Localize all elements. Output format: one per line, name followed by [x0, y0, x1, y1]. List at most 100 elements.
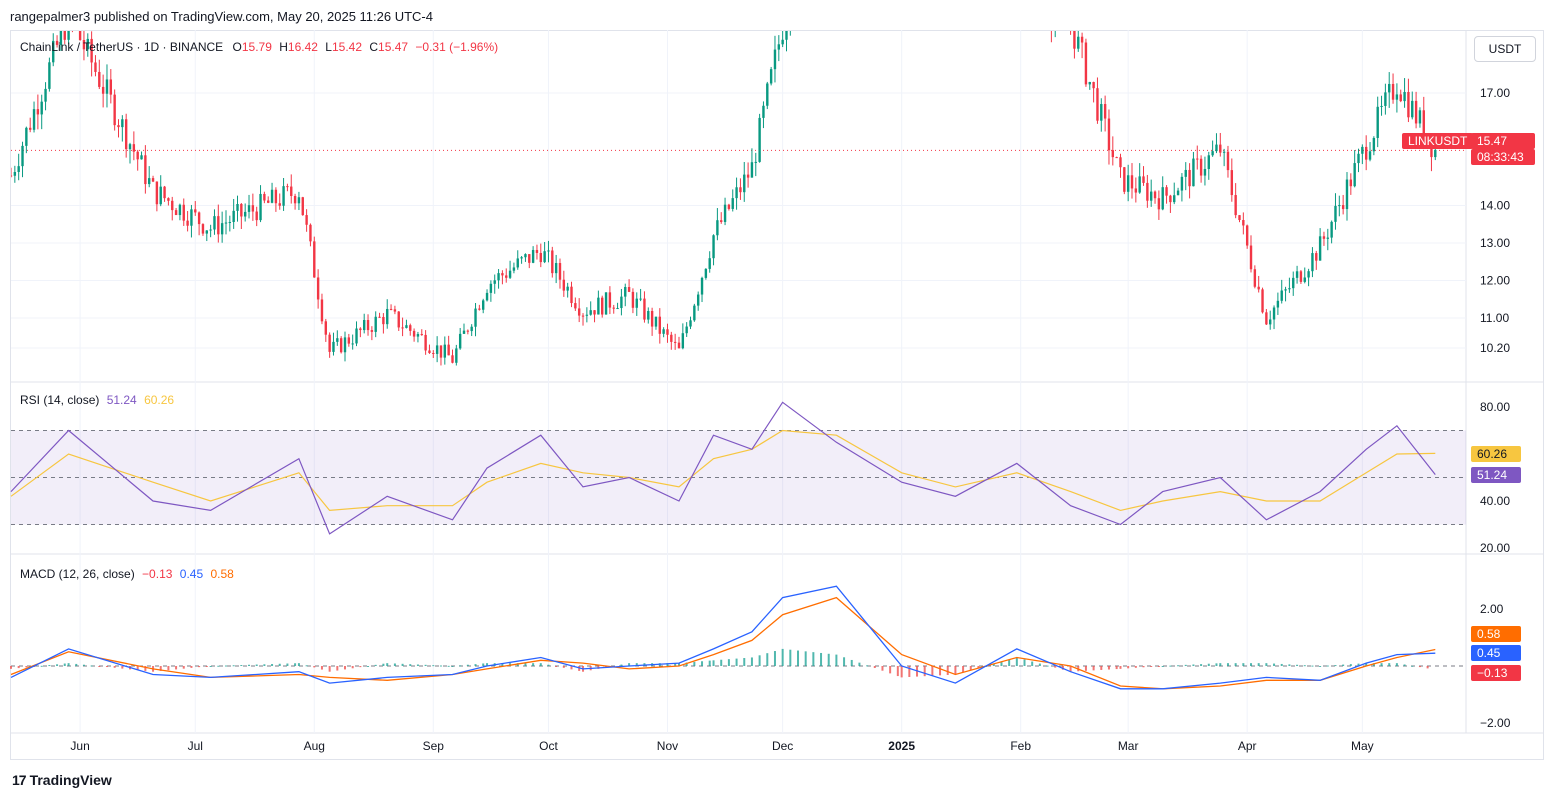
candle-body: [1311, 253, 1314, 272]
candle-body: [551, 250, 554, 274]
candle-body: [1111, 150, 1115, 158]
macd-hist-bar: [1115, 666, 1118, 670]
candle-body: [1334, 205, 1337, 222]
candle-body: [359, 328, 362, 331]
macd-hist-bar: [367, 666, 370, 667]
candle-body: [11, 175, 13, 177]
macd-hist-bar: [305, 665, 308, 667]
candle-body: [1372, 137, 1376, 152]
macd-hist-bar: [320, 666, 323, 670]
candle-body: [1257, 286, 1260, 290]
candle-body: [520, 257, 523, 259]
macd-hist-bar: [1280, 663, 1283, 666]
macd-tick-label: 2.00: [1480, 602, 1504, 616]
time-tick-label: Nov: [657, 739, 678, 753]
candle-body: [704, 268, 708, 278]
macd-hist-bar: [255, 664, 258, 666]
candle-body: [1384, 92, 1387, 106]
candle-body: [1326, 237, 1329, 239]
macd-hist-bar: [1403, 664, 1406, 666]
candle-body: [251, 205, 255, 212]
macd-hist-bar: [271, 664, 274, 666]
macd-hist-bar: [1388, 663, 1391, 666]
macd-hist-bar: [1395, 663, 1398, 666]
macd-hist-bar: [1242, 663, 1245, 666]
candle-body: [121, 119, 124, 128]
footer-brand[interactable]: 17 TradingView: [12, 772, 112, 788]
macd-value: 0.45: [179, 567, 204, 581]
candle-body: [662, 329, 665, 334]
macd-hist-bar: [835, 654, 838, 666]
candle-body: [44, 88, 47, 102]
candle-body: [232, 210, 235, 223]
macd-hist-bar: [1326, 665, 1329, 667]
low-value: 15.42: [331, 40, 363, 54]
macd-hist-bar: [474, 664, 477, 666]
macd-hist-bar: [439, 665, 442, 667]
candle-body: [658, 316, 661, 334]
macd-hist-bar: [923, 666, 926, 677]
macd-hist-bar: [850, 659, 853, 666]
time-tick-label: Dec: [772, 739, 793, 753]
macd-hist-bar: [820, 652, 823, 666]
candle-body: [581, 315, 585, 317]
candle-body: [466, 330, 470, 332]
macd-hist-bar: [1142, 666, 1145, 668]
macd-hist-bar: [866, 665, 869, 667]
candle-body: [159, 186, 162, 205]
macd-title[interactable]: MACD (12, 26, close): [20, 567, 135, 581]
candle-body: [1066, 6, 1068, 19]
candle-body: [1149, 191, 1153, 201]
candle-body: [673, 341, 677, 343]
candle-body: [1180, 176, 1184, 191]
macd-hist-bar: [82, 664, 85, 666]
candle-body: [1238, 215, 1241, 221]
open-value: 15.79: [241, 40, 272, 54]
candle-body: [539, 252, 542, 263]
candle-body: [286, 186, 289, 188]
candle-body: [1088, 82, 1091, 85]
candle-body: [1280, 290, 1283, 301]
candle-body: [155, 181, 159, 205]
candle-body: [343, 337, 347, 353]
candle-body: [209, 229, 212, 231]
macd-hist-bar: [539, 663, 542, 666]
candle-body: [267, 200, 270, 203]
candle-body: [1414, 100, 1418, 124]
macd-hist-bar: [40, 665, 43, 667]
macd-hist-bar: [908, 666, 911, 677]
candle-body: [593, 310, 596, 315]
candle-body: [528, 254, 531, 263]
macd-hist-bar: [105, 666, 108, 668]
rsi-title[interactable]: RSI (14, close): [20, 393, 100, 407]
candle-body: [1142, 176, 1145, 183]
macd-hist-bar: [286, 663, 289, 666]
candle-body: [1330, 221, 1333, 238]
candle-body: [1322, 236, 1326, 239]
candle-body: [1318, 236, 1322, 261]
candle-body: [1031, 0, 1033, 12]
macd-hist-bar: [432, 665, 435, 667]
macd-hist-bar: [67, 663, 70, 666]
chart-frame[interactable]: [10, 30, 1544, 760]
macd-hist-bar: [1219, 663, 1222, 666]
candle-body: [1058, 0, 1060, 13]
candle-body: [1092, 82, 1095, 89]
candle-body: [1434, 149, 1437, 158]
candle-body: [558, 263, 562, 280]
candle-body: [393, 309, 397, 312]
candle-body: [1357, 153, 1360, 164]
candle-body: [305, 215, 308, 225]
macd-hist-bar: [1380, 663, 1383, 666]
price-tick-label: 17.00: [1480, 86, 1510, 100]
candle-body: [1211, 151, 1214, 156]
currency-button[interactable]: USDT: [1474, 36, 1536, 62]
symbol-title[interactable]: ChainLink / TetherUS · 1D · BINANCE: [20, 40, 224, 54]
candle-body: [597, 297, 600, 315]
candle-body: [1103, 104, 1107, 119]
candle-body: [485, 292, 489, 301]
candle-body: [1188, 169, 1191, 187]
macd-hist-bar: [1127, 666, 1130, 669]
time-tick-label: Sep: [423, 739, 445, 753]
